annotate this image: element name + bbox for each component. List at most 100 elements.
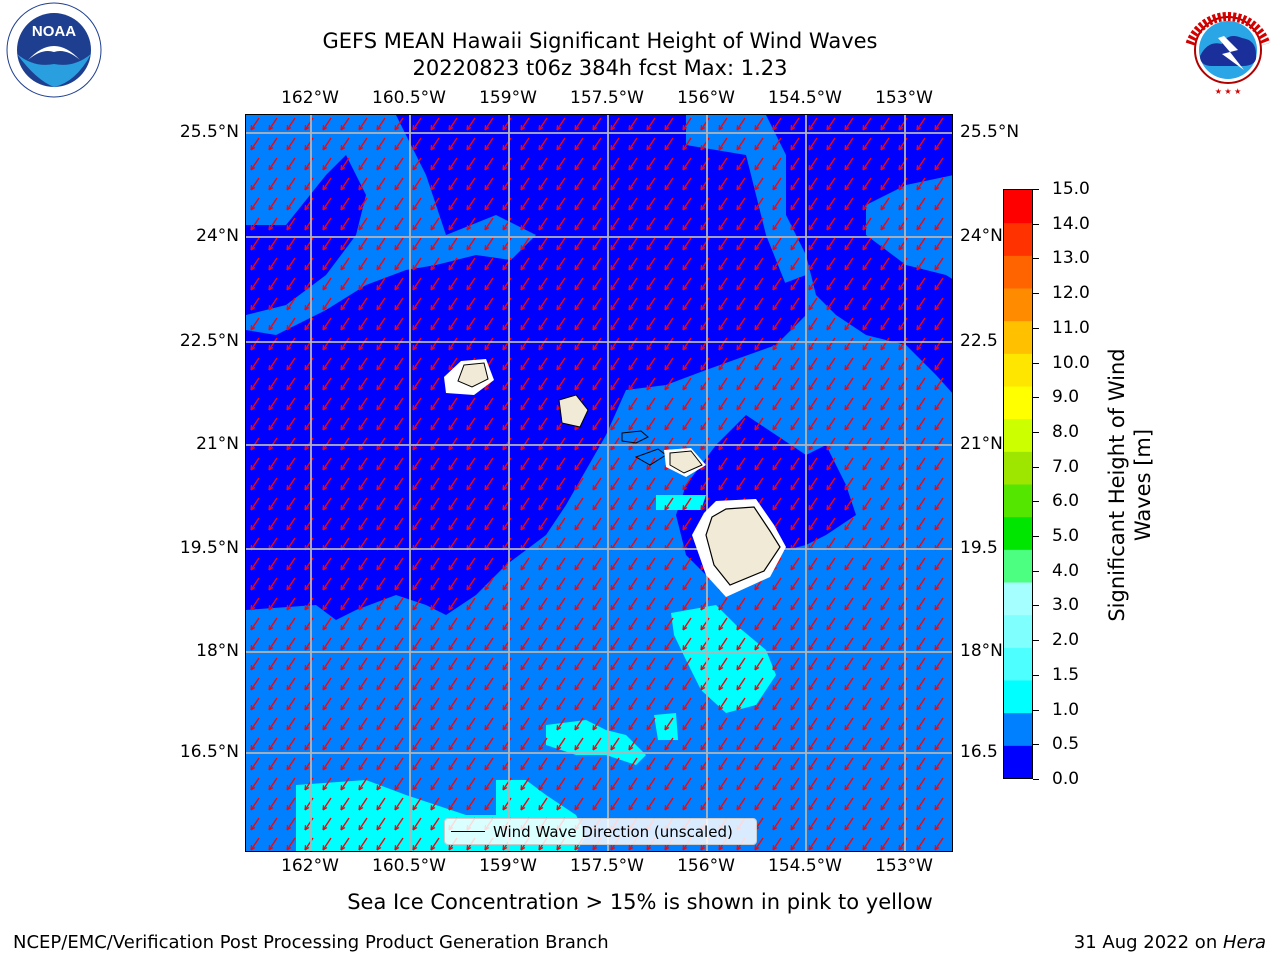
colorbar-tick-mark bbox=[1033, 466, 1039, 468]
colorbar-tick-label: 4.0 bbox=[1052, 560, 1080, 581]
noaa-logo-text: NOAA bbox=[32, 23, 76, 40]
lon-tick-bottom: 153°W bbox=[875, 856, 933, 876]
wave-height-map bbox=[246, 115, 952, 851]
legend-line-swatch bbox=[451, 831, 485, 832]
colorbar-swatch bbox=[1004, 255, 1032, 289]
colorbar-tick-mark bbox=[1033, 536, 1039, 538]
hawaiian-islands bbox=[444, 359, 786, 597]
colorbar-tick-mark bbox=[1033, 605, 1039, 607]
colorbar-swatch bbox=[1004, 549, 1032, 583]
lat-tick-left: 24°N bbox=[196, 226, 239, 246]
colorbar-tick-mark bbox=[1033, 431, 1039, 433]
lon-tick-bottom: 154.5°W bbox=[768, 856, 842, 876]
lon-tick-top: 160.5°W bbox=[372, 88, 446, 108]
colorbar-swatch bbox=[1004, 386, 1032, 420]
noaa-logo: NOAA bbox=[6, 2, 102, 102]
colorbar-swatch bbox=[1004, 745, 1032, 779]
colorbar-swatch bbox=[1004, 190, 1032, 224]
colorbar-title: Significant Height of Wind Waves [m] bbox=[1104, 305, 1156, 665]
colorbar-swatches bbox=[1004, 190, 1032, 779]
colorbar-tick-mark bbox=[1033, 397, 1039, 399]
colorbar-swatch bbox=[1004, 353, 1032, 387]
footer-branch: NCEP/EMC/Verification Post Processing Pr… bbox=[13, 932, 609, 953]
colorbar-tick-mark bbox=[1033, 362, 1039, 364]
map-subtitle: 20220823 t06z 384h fcst Max: 1.23 bbox=[412, 56, 788, 80]
colorbar-swatch bbox=[1004, 647, 1032, 681]
lat-tick-left: 25.5°N bbox=[179, 122, 239, 142]
colorbar-swatch bbox=[1004, 288, 1032, 322]
colorbar-tick-mark bbox=[1033, 327, 1039, 329]
lon-tick-bottom: 156°W bbox=[677, 856, 735, 876]
colorbar-swatch bbox=[1004, 680, 1032, 714]
colorbar-swatch bbox=[1004, 614, 1032, 648]
lon-tick-bottom: 162°W bbox=[281, 856, 339, 876]
colorbar-tick-label: 2.0 bbox=[1052, 630, 1080, 651]
sea-ice-caption: Sea Ice Concentration > 15% is shown in … bbox=[347, 890, 933, 914]
lat-tick-left: 18°N bbox=[196, 641, 239, 661]
colorbar-swatch bbox=[1004, 418, 1032, 452]
lon-tick-top: 157.5°W bbox=[570, 88, 644, 108]
map-legend: Wind Wave Direction (unscaled) bbox=[444, 818, 757, 845]
lon-tick-bottom: 159°W bbox=[479, 856, 537, 876]
colorbar-tick-mark bbox=[1033, 189, 1039, 190]
lon-tick-bottom: 157.5°W bbox=[570, 856, 644, 876]
colorbar bbox=[1003, 189, 1033, 779]
colorbar-tick-mark bbox=[1033, 223, 1039, 225]
colorbar-swatch bbox=[1004, 516, 1032, 550]
lon-tick-top: 156°W bbox=[677, 88, 735, 108]
lat-tick-left: 21°N bbox=[196, 434, 239, 454]
footer-host: Hera bbox=[1222, 932, 1266, 953]
colorbar-tick-mark bbox=[1033, 709, 1039, 711]
colorbar-tick-label: 0.0 bbox=[1052, 769, 1080, 789]
colorbar-tick-label: 12.0 bbox=[1052, 283, 1090, 304]
colorbar-tick-mark bbox=[1033, 570, 1039, 572]
map-title: GEFS MEAN Hawaii Significant Height of W… bbox=[322, 29, 878, 53]
colorbar-tick-label: 6.0 bbox=[1052, 491, 1080, 512]
wind-wave-arrows bbox=[246, 115, 952, 851]
svg-text:★ ★ ★: ★ ★ ★ bbox=[1215, 87, 1242, 96]
lat-tick-right: 16.5 bbox=[960, 742, 998, 762]
colorbar-title-line1: Significant Height of Wind bbox=[1105, 348, 1129, 622]
footer-date: 31 Aug 2022 on Hera bbox=[1074, 932, 1266, 953]
lat-tick-right: 21°N bbox=[960, 434, 1003, 454]
lon-tick-top: 159°W bbox=[479, 88, 537, 108]
colorbar-swatch bbox=[1004, 582, 1032, 616]
colorbar-tick-mark bbox=[1033, 674, 1039, 676]
colorbar-title-line2: Waves [m] bbox=[1131, 428, 1155, 542]
colorbar-tick-mark bbox=[1033, 501, 1039, 503]
lat-tick-left: 22.5°N bbox=[179, 331, 239, 351]
lat-lon-grid bbox=[246, 115, 952, 851]
colorbar-swatch bbox=[1004, 712, 1032, 746]
footer-date-text: 31 Aug 2022 on bbox=[1073, 932, 1223, 953]
colorbar-tick-label: 15.0 bbox=[1052, 179, 1090, 199]
legend-label: Wind Wave Direction (unscaled) bbox=[493, 823, 733, 841]
lat-tick-right: 25.5°N bbox=[960, 122, 1020, 142]
colorbar-swatch bbox=[1004, 484, 1032, 518]
lon-tick-bottom: 160.5°W bbox=[372, 856, 446, 876]
colorbar-swatch bbox=[1004, 320, 1032, 354]
colorbar-tick-label: 10.0 bbox=[1052, 352, 1090, 373]
lon-tick-top: 154.5°W bbox=[768, 88, 842, 108]
colorbar-swatch bbox=[1004, 222, 1032, 256]
lat-tick-left: 16.5°N bbox=[179, 742, 239, 762]
nws-logo: ★ ★ ★ bbox=[1178, 0, 1278, 104]
lat-tick-left: 19.5°N bbox=[179, 538, 239, 558]
map-panel: Wind Wave Direction (unscaled) bbox=[245, 114, 953, 852]
colorbar-swatch bbox=[1004, 451, 1032, 485]
colorbar-tick-label: 14.0 bbox=[1052, 213, 1090, 234]
colorbar-tick-label: 8.0 bbox=[1052, 421, 1080, 442]
colorbar-tick-mark bbox=[1033, 258, 1039, 260]
lon-tick-top: 162°W bbox=[281, 88, 339, 108]
colorbar-tick-label: 3.0 bbox=[1052, 595, 1080, 616]
lat-tick-right: 22.5 bbox=[960, 331, 998, 351]
colorbar-tick-label: 0.5 bbox=[1052, 734, 1080, 755]
lat-tick-right: 19.5 bbox=[960, 538, 998, 558]
colorbar-tick-label: 13.0 bbox=[1052, 248, 1090, 269]
colorbar-tick-label: 1.0 bbox=[1052, 699, 1080, 720]
colorbar-tick-label: 7.0 bbox=[1052, 456, 1080, 477]
colorbar-tick-mark bbox=[1033, 640, 1039, 642]
colorbar-tick-label: 5.0 bbox=[1052, 526, 1080, 547]
colorbar-tick-mark bbox=[1033, 293, 1039, 295]
colorbar-tick-label: 1.5 bbox=[1052, 664, 1080, 685]
lon-tick-top: 153°W bbox=[875, 88, 933, 108]
